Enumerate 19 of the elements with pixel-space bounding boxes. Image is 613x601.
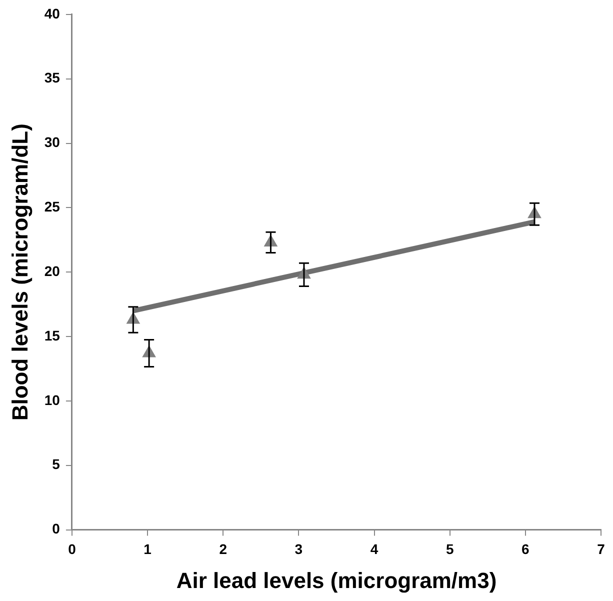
y-tick-label: 10 [44, 392, 60, 408]
x-tick-label: 7 [597, 541, 606, 558]
y-tick-label: 20 [44, 262, 60, 279]
x-tick-label: 1 [144, 541, 152, 558]
y-tick-label: 25 [44, 198, 60, 215]
x-tick-label: 0 [68, 541, 76, 558]
x-tick-label: 2 [219, 541, 228, 558]
x-axis-title: Air lead levels (microgram/m3) [176, 568, 497, 593]
x-tick-label: 3 [294, 541, 303, 558]
y-tick-label: 35 [44, 70, 60, 86]
y-axis-title: Blood levels (microgram/dL) [7, 124, 32, 421]
y-tick-label: 0 [52, 520, 60, 537]
x-tick-label: 4 [370, 541, 378, 558]
y-tick-label: 5 [52, 456, 60, 472]
y-tick-label: 15 [44, 327, 60, 344]
x-tick-label: 5 [446, 541, 454, 558]
y-tick-label: 40 [44, 5, 60, 22]
y-tick-label: 30 [44, 134, 60, 150]
x-tick-label: 6 [522, 541, 530, 558]
